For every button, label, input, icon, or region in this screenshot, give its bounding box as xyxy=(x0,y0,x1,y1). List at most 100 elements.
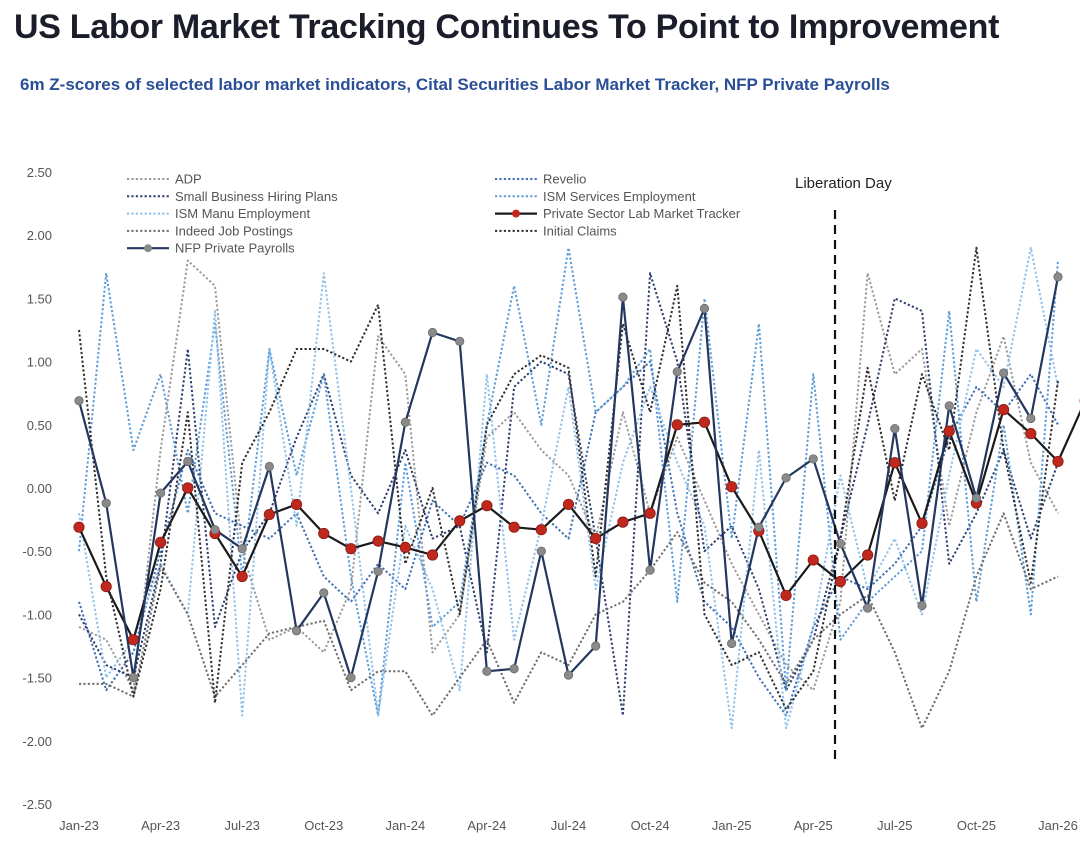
data-point-nfp-private-payrolls xyxy=(509,664,519,674)
legend-item-indeed-job-postings: Indeed Job Postings xyxy=(127,223,293,238)
data-point-nfp-private-payrolls xyxy=(971,493,982,503)
y-tick-label: -1.50 xyxy=(22,671,52,686)
chart-subtitle: 6m Z-scores of selected labor market ind… xyxy=(20,75,890,94)
x-tick-label: Apr-25 xyxy=(794,818,833,833)
data-point-nfp-private-payrolls xyxy=(863,603,873,613)
legend-item-small-business-hiring-plans: Small Business Hiring Plans xyxy=(127,189,338,204)
data-point-private-sector-lab-market-tracker xyxy=(318,527,330,540)
data-point-private-sector-lab-market-tracker xyxy=(154,536,167,548)
x-tick-label: Jan-25 xyxy=(712,818,752,833)
line-chart: 2.50 2.00 1.50 1.00 0.50 0.00 -0.50 -1.00 -1.50 -… xyxy=(22,165,1080,833)
legend-marker xyxy=(144,244,152,253)
legend-item-ism-services-employment: ISM Services Employment xyxy=(495,189,696,204)
series-line-small-business-hiring-plans xyxy=(78,272,1059,717)
legend-label: ADP xyxy=(175,172,202,187)
data-point-private-sector-lab-market-tracker xyxy=(916,517,928,529)
data-point-private-sector-lab-market-tracker xyxy=(998,404,1010,416)
data-point-private-sector-lab-market-tracker xyxy=(399,541,411,554)
data-point-nfp-private-payrolls xyxy=(835,539,846,549)
x-tick-label: Oct-24 xyxy=(631,818,670,833)
legend-label: Small Business Hiring Plans xyxy=(175,189,338,204)
legend-label: Private Sector Lab Market Tracker xyxy=(543,206,741,221)
data-point-private-sector-lab-market-tracker xyxy=(943,425,955,437)
data-point-private-sector-lab-market-tracker xyxy=(481,500,493,512)
data-point-private-sector-lab-market-tracker xyxy=(127,634,139,646)
y-tick-label: 1.00 xyxy=(27,355,52,370)
data-point-nfp-private-payrolls xyxy=(482,666,492,676)
data-point-nfp-private-payrolls xyxy=(346,672,356,683)
data-point-nfp-private-payrolls xyxy=(237,544,247,554)
legend-label: Revelio xyxy=(543,172,586,187)
data-point-nfp-private-payrolls xyxy=(917,600,927,611)
annotation-layer: Liberation Day xyxy=(795,175,892,765)
series-line-private-sector-lab-market-tracker xyxy=(77,408,1080,641)
y-tick-label: -0.50 xyxy=(22,544,52,559)
data-point-private-sector-lab-market-tracker xyxy=(100,580,112,593)
series-line-ism-services-employment xyxy=(78,246,1059,717)
data-point-nfp-private-payrolls xyxy=(999,368,1009,378)
y-tick-label: -2.00 xyxy=(22,734,52,749)
series-line-ism-manu-employment xyxy=(78,246,1059,730)
data-point-nfp-private-payrolls xyxy=(890,423,900,434)
y-tick-label: -2.50 xyxy=(22,797,52,812)
data-point-nfp-private-payrolls xyxy=(74,396,84,406)
series-line-initial-claims xyxy=(78,246,1059,711)
data-point-private-sector-lab-market-tracker xyxy=(617,516,629,528)
data-point-private-sector-lab-market-tracker xyxy=(644,507,656,519)
data-point-private-sector-lab-market-tracker xyxy=(726,481,738,493)
y-axis: 2.50 2.00 1.50 1.00 0.50 0.00 -0.50 -1.00 -1.50 -… xyxy=(22,165,52,812)
y-tick-label: 2.00 xyxy=(27,228,52,243)
data-point-nfp-private-payrolls xyxy=(536,546,546,556)
data-point-nfp-private-payrolls xyxy=(754,522,764,532)
series-line-indeed-job-postings xyxy=(79,512,1059,730)
x-tick-label: Oct-25 xyxy=(957,818,996,833)
data-point-nfp-private-payrolls xyxy=(427,327,438,338)
data-point-nfp-private-payrolls xyxy=(944,401,954,411)
data-point-private-sector-lab-market-tracker xyxy=(426,549,439,561)
data-point-private-sector-lab-market-tracker xyxy=(345,543,357,555)
chart-title: US Labor Market Tracking Continues To Po… xyxy=(14,8,1000,46)
data-point-private-sector-lab-market-tracker xyxy=(290,498,303,511)
data-point-private-sector-lab-market-tracker xyxy=(182,482,194,494)
data-point-nfp-private-payrolls xyxy=(591,641,601,651)
data-point-private-sector-lab-market-tracker xyxy=(671,419,683,431)
data-point-private-sector-lab-market-tracker xyxy=(263,508,275,521)
data-point-private-sector-lab-market-tracker xyxy=(889,457,901,469)
data-point-nfp-private-payrolls xyxy=(645,565,655,575)
data-point-private-sector-lab-market-tracker xyxy=(1052,455,1064,468)
series-line-revelio xyxy=(78,360,1059,717)
x-tick-label: Apr-23 xyxy=(141,818,180,833)
data-point-nfp-private-payrolls xyxy=(781,473,791,483)
x-tick-label: Apr-24 xyxy=(467,818,506,833)
x-axis: Jan-23 Apr-23 Jul-23 Oct-23 Jan-24 Apr-24 Jul-… xyxy=(59,818,1078,833)
y-tick-label: 2.50 xyxy=(27,165,52,180)
legend-label: ISM Services Employment xyxy=(543,189,696,204)
legend-label: Initial Claims xyxy=(543,223,617,238)
x-tick-label: Jan-26 xyxy=(1038,818,1078,833)
data-point-private-sector-lab-market-tracker xyxy=(508,521,520,533)
data-point-private-sector-lab-market-tracker xyxy=(590,532,602,545)
data-point-nfp-private-payrolls xyxy=(672,367,682,377)
x-tick-label: Jan-24 xyxy=(385,818,425,833)
data-point-nfp-private-payrolls xyxy=(727,638,737,649)
legend-label: NFP Private Payrolls xyxy=(175,241,295,256)
data-point-nfp-private-payrolls xyxy=(155,488,166,498)
data-point-private-sector-lab-market-tracker xyxy=(834,575,847,588)
legend-item-adp: ADP xyxy=(127,172,202,187)
data-point-nfp-private-payrolls xyxy=(291,626,302,636)
series-layer xyxy=(73,246,1080,730)
data-point-nfp-private-payrolls xyxy=(101,498,111,508)
data-point-nfp-private-payrolls xyxy=(1053,272,1063,282)
data-point-private-sector-lab-market-tracker xyxy=(1025,428,1037,440)
data-point-nfp-private-payrolls xyxy=(128,672,138,683)
legend-item-ism-manu-employment: ISM Manu Employment xyxy=(127,206,310,221)
data-point-private-sector-lab-market-tracker xyxy=(562,498,575,511)
data-point-private-sector-lab-market-tracker xyxy=(236,570,248,583)
y-tick-label: 0.00 xyxy=(27,481,52,496)
y-tick-label: 1.50 xyxy=(27,291,52,306)
data-point-private-sector-lab-market-tracker xyxy=(807,554,819,566)
data-point-nfp-private-payrolls xyxy=(1026,413,1036,424)
liberation-day-label: Liberation Day xyxy=(795,175,892,192)
legend-item-private-sector-lab-market-tracker: Private Sector Lab Market Tracker xyxy=(495,206,741,221)
data-point-private-sector-lab-market-tracker xyxy=(372,535,384,547)
